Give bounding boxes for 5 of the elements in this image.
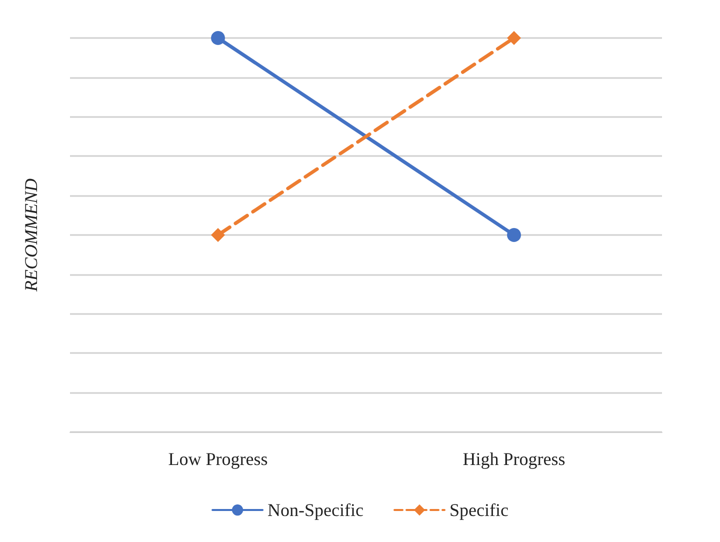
x-tick-label: Low Progress <box>168 449 268 469</box>
y-axis-title: RECOMMEND <box>21 178 41 292</box>
x-tick-label: High Progress <box>462 449 566 469</box>
legend-label: Non-Specific <box>268 500 364 520</box>
legend-label: Specific <box>449 500 508 520</box>
